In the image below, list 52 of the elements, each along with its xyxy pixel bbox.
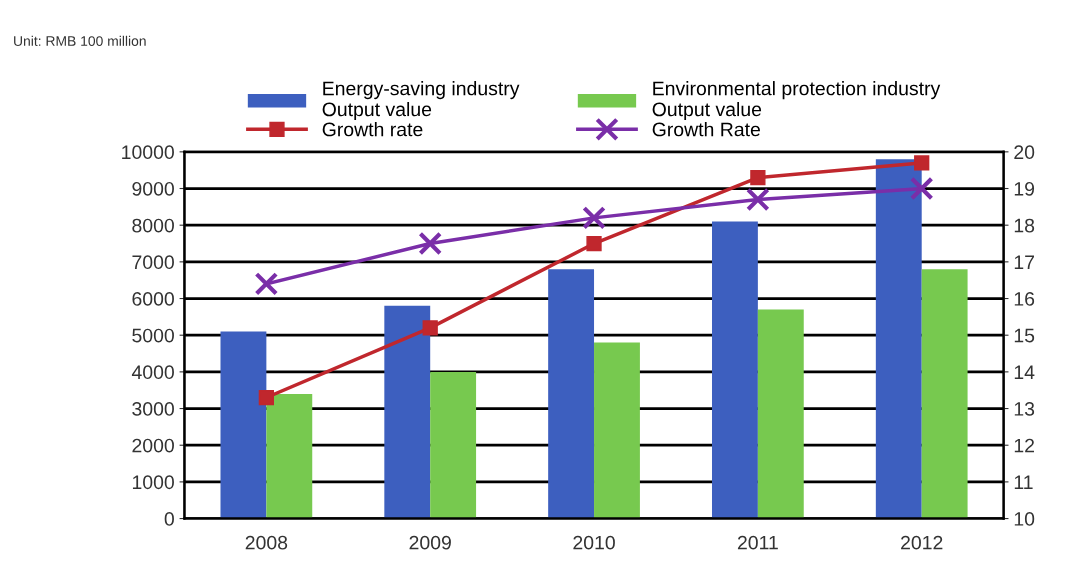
y2-tick-label: 16 xyxy=(1014,292,1035,306)
y-tick-label: 2000 xyxy=(132,438,174,453)
y2-tick-label: 13 xyxy=(1014,402,1035,416)
point xyxy=(746,187,770,212)
y2-tick-label: 11 xyxy=(1014,475,1033,489)
point xyxy=(422,320,438,336)
y-tick-label: 0 xyxy=(164,512,174,526)
y2-tick-label: 17 xyxy=(1014,255,1034,269)
legend-label: Energy-saving industry Output value xyxy=(322,81,520,121)
x-tick-label: 2008 xyxy=(245,535,288,550)
text: Unit: RMB 100 million xyxy=(14,35,146,46)
point xyxy=(254,272,279,296)
bar xyxy=(712,221,758,519)
y2-tick-label: 20 xyxy=(1014,145,1035,160)
bar xyxy=(384,305,431,519)
bar xyxy=(921,269,968,519)
x-tick-label: 2010 xyxy=(573,535,615,550)
bar xyxy=(266,393,313,519)
bar xyxy=(875,159,922,519)
y-tick-label: 8000 xyxy=(132,218,174,233)
bar xyxy=(220,331,267,519)
y-tick-label: 7000 xyxy=(132,255,174,270)
y-tick-label: 4000 xyxy=(131,365,174,380)
point xyxy=(586,235,602,252)
x-tick-label: 2012 xyxy=(901,535,943,550)
x-tick-label: 2009 xyxy=(409,535,451,550)
x-tick-label: 2011 xyxy=(737,535,778,550)
y-tick-label: 1000 xyxy=(132,475,174,490)
point xyxy=(914,155,930,171)
point xyxy=(258,389,275,406)
y-tick-label: 5000 xyxy=(132,328,174,343)
y2-tick-label: 15 xyxy=(1014,328,1035,343)
bar xyxy=(594,342,640,519)
legend-label: Environmental protection industry Output value xyxy=(652,81,941,121)
y-tick-label: 10000 xyxy=(122,145,174,160)
y-tick-label: 9000 xyxy=(132,181,174,196)
legend-label: Growth rate xyxy=(322,122,423,137)
y2-tick-label: 12 xyxy=(1014,438,1034,453)
point xyxy=(750,169,766,186)
point xyxy=(418,231,443,256)
y2-tick-label: 10 xyxy=(1014,512,1035,526)
y2-tick-label: 14 xyxy=(1014,365,1035,379)
bar xyxy=(548,269,595,519)
point xyxy=(909,176,934,201)
y2-tick-label: 18 xyxy=(1014,218,1035,233)
y2-tick-label: 19 xyxy=(1014,181,1035,196)
y-tick-label: 3000 xyxy=(132,402,174,416)
point xyxy=(582,206,606,230)
bar xyxy=(757,309,804,519)
y-tick-label: 6000 xyxy=(132,292,174,306)
bar xyxy=(430,371,477,519)
legend-label: Growth Rate xyxy=(652,122,760,137)
